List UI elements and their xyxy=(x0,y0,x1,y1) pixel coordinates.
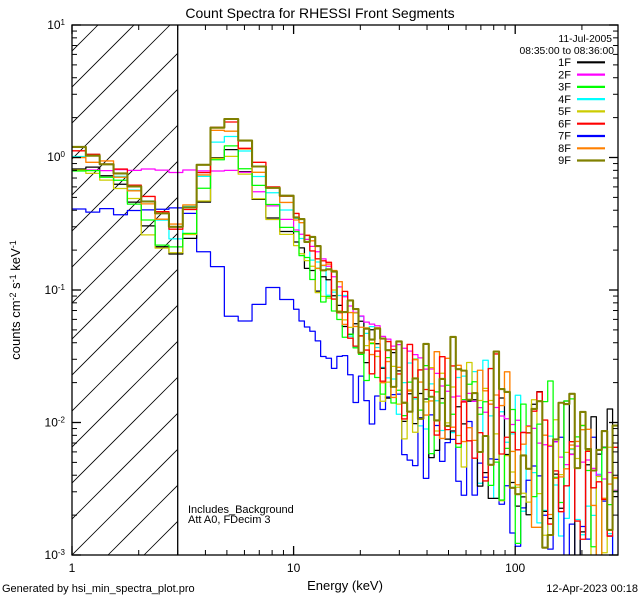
svg-text:4F: 4F xyxy=(558,94,571,106)
svg-text:6F: 6F xyxy=(558,118,571,130)
svg-text:08:35:00 to 08:36:00: 08:35:00 to 08:36:00 xyxy=(520,46,615,57)
svg-text:11-Jul-2005: 11-Jul-2005 xyxy=(558,34,612,45)
svg-text:5F: 5F xyxy=(558,106,571,118)
svg-text:12-Apr-2023 00:18: 12-Apr-2023 00:18 xyxy=(546,583,638,595)
svg-text:3F: 3F xyxy=(558,82,571,94)
svg-text:100: 100 xyxy=(505,561,525,575)
svg-text:Generated by hsi_min_spectra_p: Generated by hsi_min_spectra_plot.pro xyxy=(2,583,195,595)
svg-text:8F: 8F xyxy=(558,143,571,155)
svg-text:2F: 2F xyxy=(558,69,571,81)
svg-text:9F: 9F xyxy=(558,155,571,167)
svg-text:10: 10 xyxy=(287,561,301,575)
svg-text:Count Spectra for RHESSI Front: Count Spectra for RHESSI Front Segments xyxy=(185,5,454,21)
svg-text:Att A0, FDecim 3: Att A0, FDecim 3 xyxy=(188,514,271,526)
svg-text:1: 1 xyxy=(69,561,76,575)
svg-text:1F: 1F xyxy=(558,57,571,69)
svg-text:7F: 7F xyxy=(558,131,571,143)
svg-text:Energy (keV): Energy (keV) xyxy=(307,578,383,593)
